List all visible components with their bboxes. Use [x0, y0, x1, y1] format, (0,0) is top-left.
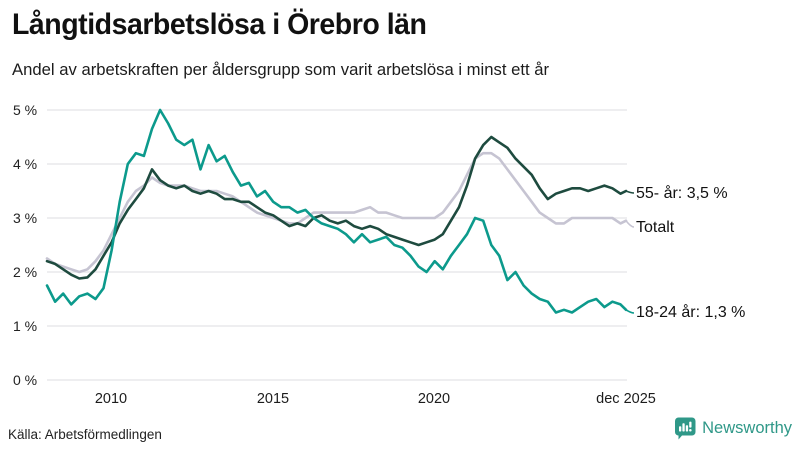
series-line-totalt: [45, 151, 628, 274]
brand-name: Newsworthy: [702, 419, 792, 437]
y-axis-tick: 1 %: [13, 318, 38, 334]
x-axis-tick: dec 2025: [596, 391, 656, 407]
label-connector: [625, 220, 635, 228]
series-label-totalt: Totalt: [636, 219, 675, 236]
y-axis-tick: 0 %: [13, 372, 38, 388]
page-subtitle: Andel av arbetskraften per åldersgrupp s…: [12, 60, 550, 79]
series-line-55-r: [45, 135, 628, 280]
x-axis-tick: 2015: [256, 391, 290, 407]
x-axis-tick: 2010: [94, 391, 128, 407]
label-connector: [625, 190, 635, 194]
source-attribution: Källa: Arbetsförmedlingen: [8, 427, 162, 442]
series-label-18-24: 18-24 år: 1,3 %: [636, 304, 746, 321]
y-axis-tick: 3 %: [13, 210, 38, 226]
series-line-18-24-r: [45, 108, 628, 314]
page-title: Långtidsarbetslösa i Örebro län: [12, 8, 427, 41]
series-label-55: 55- år: 3,5 %: [636, 185, 728, 202]
x-axis-tick: 2020: [417, 391, 451, 407]
brand-lockup: Newsworthy: [674, 417, 792, 440]
label-connector: [625, 309, 635, 314]
newsworthy-logo-icon: [675, 417, 696, 440]
y-axis-tick: 4 %: [13, 156, 38, 172]
y-axis-tick: 5 %: [13, 102, 38, 118]
y-axis-tick: 2 %: [13, 264, 38, 280]
